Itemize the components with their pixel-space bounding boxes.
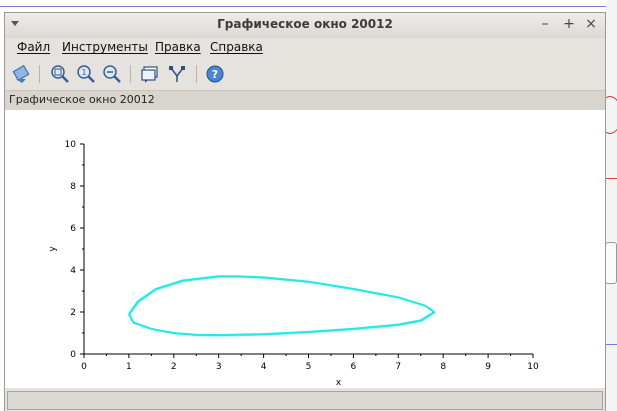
- help-icon[interactable]: ?: [205, 64, 225, 84]
- zoom-in-icon[interactable]: 1: [76, 64, 96, 84]
- toolbar-separator: [39, 65, 40, 83]
- chart: 0 1 2 3 4 5 6 7 8 9 10 0 2 4 6 8 10 y x: [48, 140, 539, 388]
- x-tick-label: 4: [261, 362, 267, 372]
- y-tick-label: 2: [70, 308, 76, 318]
- y-tick-label: 0: [70, 350, 76, 360]
- maximize-button[interactable]: +: [563, 16, 575, 32]
- series-line-shadow-0: [129, 276, 437, 337]
- x-tick-label: 10: [527, 362, 539, 372]
- editor-icon[interactable]: [167, 64, 187, 84]
- window-menu-icon[interactable]: [11, 21, 19, 26]
- x-tick-label: 9: [485, 362, 491, 372]
- x-tick-label: 0: [81, 362, 87, 372]
- svg-text:1: 1: [81, 68, 86, 77]
- x-tick-label: 6: [351, 362, 357, 372]
- x-axis-label: x: [336, 378, 342, 388]
- zoom-icon[interactable]: [50, 64, 70, 84]
- x-tick-label: 2: [171, 362, 177, 372]
- x-tick-label: 7: [395, 362, 401, 372]
- y-axis-label: y: [48, 246, 58, 252]
- y-tick-label: 6: [70, 224, 76, 234]
- background-line: [606, 178, 617, 179]
- zoom-out-icon[interactable]: [102, 64, 122, 84]
- plot-canvas[interactable]: 0 1 2 3 4 5 6 7 8 9 10 0 2 4 6 8 10 y x: [5, 110, 605, 388]
- figure-label-bar: Графическое окно 20012: [5, 90, 605, 111]
- close-button[interactable]: ×: [585, 16, 597, 32]
- y-tick-label: 8: [70, 182, 76, 192]
- window-title: Графическое окно 20012: [217, 17, 393, 31]
- menu-bar: Файл Инструменты Правка Справка: [5, 38, 605, 58]
- background-desktop: [606, 0, 617, 411]
- toolbar-separator: [130, 65, 131, 83]
- background-window-edge: [0, 6, 617, 7]
- x-tick-label: 1: [126, 362, 132, 372]
- x-tick-label: 3: [216, 362, 222, 372]
- title-bar[interactable]: Графическое окно 20012 – + ×: [5, 13, 605, 38]
- toolbar-separator: [196, 65, 197, 83]
- rotate-icon[interactable]: [12, 64, 32, 84]
- graphic-window: Графическое окно 20012 – + × Файл Инстру…: [4, 12, 606, 411]
- x-tick-label: 8: [440, 362, 446, 372]
- figure-label: Графическое окно 20012: [9, 93, 155, 106]
- minimize-button[interactable]: –: [541, 16, 549, 32]
- background-line: [606, 344, 617, 345]
- menu-help[interactable]: Справка: [210, 40, 263, 54]
- svg-text:?: ?: [212, 68, 218, 81]
- menu-tools[interactable]: Инструменты: [62, 40, 148, 54]
- menu-edit[interactable]: Правка: [155, 40, 201, 54]
- status-bar: [7, 391, 603, 410]
- y-tick-label: 10: [65, 140, 77, 150]
- toolbar: 1: [5, 60, 605, 88]
- datatip-icon[interactable]: [140, 64, 160, 84]
- background-widget: [605, 242, 617, 284]
- x-tick-label: 5: [306, 362, 312, 372]
- y-tick-label: 4: [70, 266, 76, 276]
- menu-file[interactable]: Файл: [17, 40, 51, 54]
